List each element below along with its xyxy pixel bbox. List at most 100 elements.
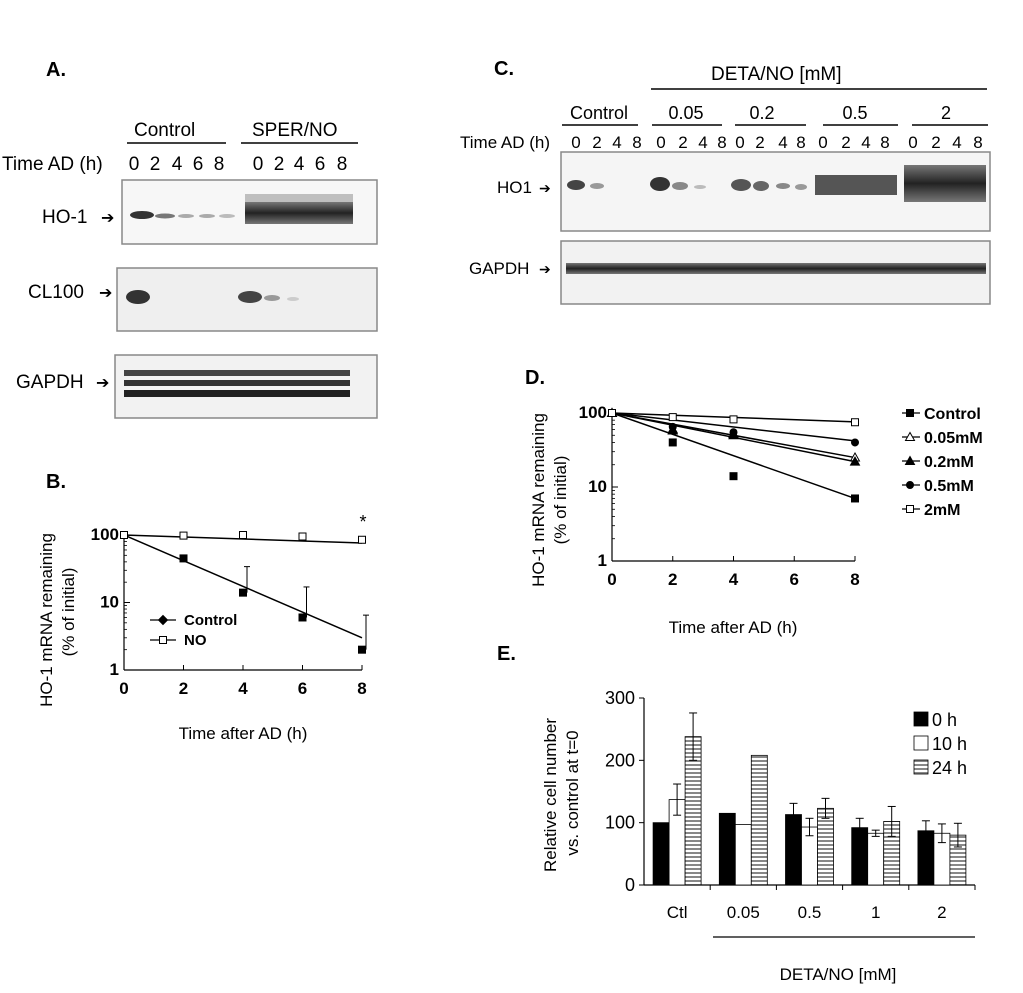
panel-d-ylabel-line1: HO-1 mRNA remaining: [529, 413, 548, 587]
panel-a-group-sperno: SPER/NO: [252, 120, 338, 141]
time-tick-label: 8: [973, 133, 982, 152]
data-point: [159, 636, 167, 644]
legend-label: Control: [924, 406, 981, 423]
panel-b-significance-star: *: [359, 512, 366, 532]
panel-c-label: C.: [494, 58, 514, 80]
bar: [750, 754, 768, 886]
time-tick-label: 8: [880, 133, 889, 152]
band: [219, 214, 235, 218]
time-tick-label: 0: [656, 133, 665, 152]
panel-b: B. HO-1 mRNA remaining (% of initial) Ti…: [37, 471, 369, 743]
legend-swatch: [913, 735, 929, 751]
band: [130, 211, 154, 219]
time-tick-label: 2: [755, 133, 764, 152]
arrow-right-icon: ➔: [539, 261, 551, 277]
group-label: 0.5: [842, 103, 867, 123]
panel-c-blot-ho1-bands: [567, 165, 986, 202]
band: [124, 390, 350, 397]
data-point: [729, 472, 738, 481]
time-tick-label: 2: [150, 154, 161, 175]
band: [238, 291, 262, 303]
legend-label: 0.2mM: [924, 454, 974, 471]
panel-b-ylabel-line1: HO-1 mRNA remaining: [37, 533, 56, 707]
band: [178, 214, 194, 218]
time-tick-label: 0: [129, 154, 140, 175]
y-tick-label: 100: [579, 403, 607, 422]
data-point: [358, 645, 366, 654]
panel-c-blot-ho1-label: HO1: [497, 178, 532, 197]
group-label: 0.05: [668, 103, 703, 123]
panel-e-ylabel-line2: vs. control at t=0: [563, 730, 582, 855]
time-tick-label: 2: [274, 154, 285, 175]
data-point: [668, 422, 677, 431]
y-tick-label: 10: [588, 477, 607, 496]
data-point: [120, 531, 128, 539]
x-tick-label: 2: [668, 570, 677, 589]
time-tick-label: 8: [717, 133, 726, 152]
panel-a-group-control: Control: [134, 120, 195, 141]
time-tick-label: 4: [612, 133, 621, 152]
band: [904, 165, 986, 202]
time-tick-label: 4: [698, 133, 707, 152]
y-tick-label: 1: [110, 660, 119, 679]
data-point: [298, 532, 307, 541]
band: [245, 202, 353, 224]
x-tick-label: 0.05: [727, 903, 760, 922]
panel-b-xlabel: Time after AD (h): [179, 724, 308, 743]
x-tick-label: 2: [179, 679, 188, 698]
panel-a-blot-ho1-bands: [130, 194, 353, 224]
time-tick-label: 0: [818, 133, 827, 152]
band: [126, 290, 150, 304]
legend-label: 2mM: [924, 502, 960, 519]
x-tick-label: 6: [790, 570, 799, 589]
panel-b-ylabel-line2: (% of initial): [59, 568, 78, 657]
band: [155, 213, 175, 219]
legend-label: NO: [184, 632, 207, 649]
data-point: [729, 428, 738, 437]
legend-label: 24 h: [932, 758, 967, 778]
x-tick-label: 8: [850, 570, 859, 589]
data-point: [358, 535, 366, 544]
panel-d-plot: 0 2 4 6 8 1 10 100: [579, 403, 861, 589]
legend-label: Control: [184, 612, 237, 629]
data-point: [849, 456, 861, 466]
panel-d-ylabel-line2: (% of initial): [551, 456, 570, 545]
panel-e-legend: 0 h 10 h 24 h: [913, 710, 967, 778]
panel-a-time-label: Time AD (h): [2, 154, 103, 175]
panel-d-legend: Control 0.05mM 0.2mM 0.5mM 2mM: [902, 406, 983, 519]
band: [199, 214, 215, 218]
legend-label: 0 h: [932, 710, 957, 730]
panel-d-xlabel: Time after AD (h): [669, 618, 798, 637]
legend-label: 0.05mM: [924, 430, 983, 447]
band: [287, 297, 299, 301]
band: [245, 194, 353, 202]
panel-a-blot-cl100-label: CL100: [28, 282, 84, 303]
band: [650, 177, 670, 191]
panel-a-blot-gapdh-label: GAPDH: [16, 372, 84, 393]
time-tick-label: 2: [678, 133, 687, 152]
panel-c: C. DETA/NO [mM] Control 0.05 0.2 0.5 2 Time …: [460, 58, 991, 305]
x-tick-label: 0: [119, 679, 128, 698]
band: [753, 181, 769, 191]
data-point: [157, 614, 169, 626]
band: [731, 179, 751, 191]
data-point: [904, 431, 916, 441]
panel-e-plot: 0 100 200 300 Ctl 0.05 0.5 1 2: [605, 688, 976, 922]
time-tick-label: 2: [592, 133, 601, 152]
panel-d: D. HO-1 mRNA remaining (% of initial) Ti…: [525, 367, 983, 637]
panel-d-label: D.: [525, 367, 545, 389]
group-label: Control: [570, 103, 628, 123]
time-tick-label: 0: [908, 133, 917, 152]
time-tick-label: 8: [632, 133, 641, 152]
band: [672, 182, 688, 190]
data-point: [179, 554, 188, 563]
data-point: [668, 413, 677, 422]
fit-line: [123, 534, 363, 639]
x-tick-label: 4: [238, 679, 248, 698]
fit-line: [123, 534, 363, 544]
bar: [867, 832, 885, 886]
time-tick-label: 0: [735, 133, 744, 152]
legend-swatch: [913, 759, 929, 775]
data-point: [904, 455, 916, 465]
